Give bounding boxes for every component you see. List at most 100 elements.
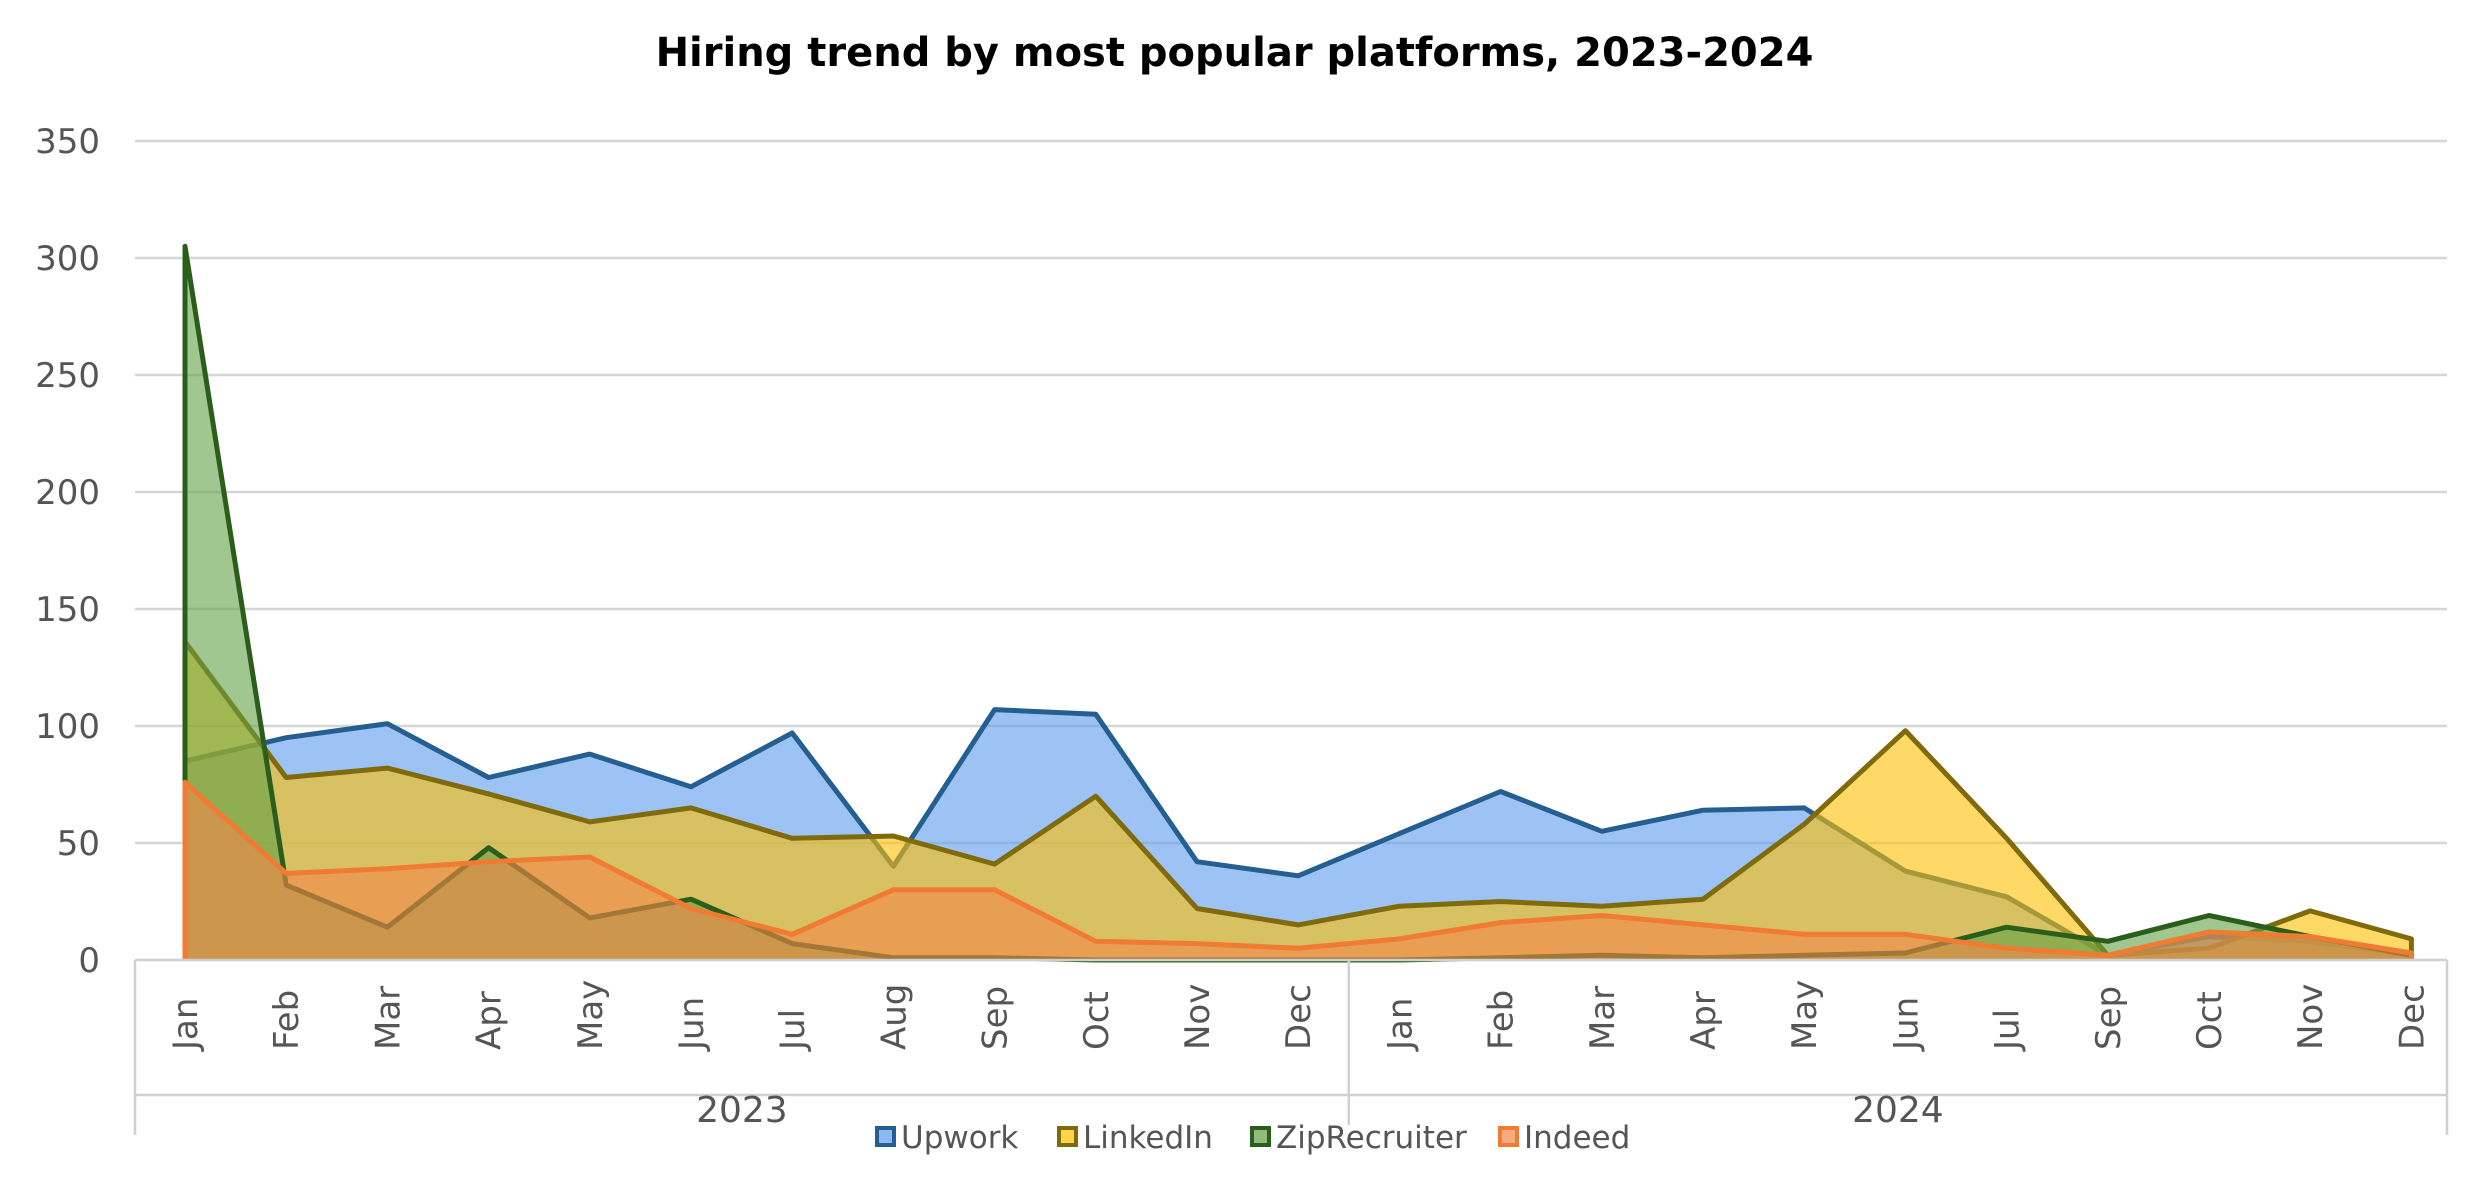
group-label: 2024: [1852, 1090, 1944, 1131]
legend-swatch: [1250, 1126, 1271, 1147]
x-tick-label: Sep: [2089, 986, 2129, 1050]
data-point: [790, 932, 794, 936]
x-tick-label: Aug: [874, 984, 914, 1050]
data-point: [385, 722, 389, 726]
data-point: [1802, 822, 1806, 826]
legend: Upwork LinkedIn ZipRecruiter Indeed: [875, 1120, 1630, 1156]
data-point: [2106, 953, 2110, 957]
y-tick-label: 350: [35, 122, 100, 162]
data-point: [689, 806, 693, 810]
data-point: [487, 776, 491, 779]
x-tick-label: Jul: [1988, 1009, 2028, 1052]
x-tick-label: Nov: [1178, 984, 1218, 1050]
data-point: [588, 752, 592, 756]
data-point: [1903, 932, 1907, 936]
data-point: [1296, 874, 1300, 878]
data-point: [790, 731, 794, 735]
x-tick-label: Jan: [1380, 998, 1420, 1052]
x-tick-label: Feb: [1482, 990, 1522, 1050]
data-point: [1195, 907, 1199, 910]
data-point: [2409, 951, 2413, 955]
data-point: [1094, 794, 1098, 798]
x-tick-label: Jun: [672, 997, 712, 1052]
data-point: [2207, 930, 2211, 934]
data-point: [891, 834, 895, 838]
data-point: [1195, 860, 1199, 864]
data-point: [2409, 937, 2413, 941]
legend-label: ZipRecruiter: [1276, 1120, 1467, 1156]
data-point: [1296, 946, 1300, 950]
data-point: [1701, 923, 1705, 927]
chart-title: Hiring trend by most popular platforms, …: [655, 30, 1814, 76]
data-point: [284, 871, 288, 875]
data-point: [1903, 729, 1907, 733]
data-point: [1802, 806, 1806, 810]
y-tick-label: 300: [35, 239, 100, 279]
x-tick-label: May: [571, 980, 611, 1050]
data-point: [993, 862, 997, 866]
gridlines: [135, 139, 2447, 845]
data-point: [588, 820, 592, 824]
data-point: [790, 836, 794, 840]
series-areas: [182, 243, 2414, 963]
data-point: [1094, 712, 1098, 716]
legend-item-ziprecruiter[interactable]: ZipRecruiter: [1250, 1120, 1467, 1156]
y-axis-ticks: 0 50 100 150 200 250 300 350: [35, 122, 100, 981]
data-point: [385, 766, 389, 770]
data-point: [487, 860, 491, 864]
data-point: [1094, 939, 1098, 943]
x-tick-label: Jul: [773, 1009, 813, 1052]
data-point: [689, 785, 693, 789]
legend-item-upwork[interactable]: Upwork: [875, 1120, 1018, 1156]
data-point: [993, 708, 997, 712]
y-tick-label: 0: [78, 941, 100, 981]
data-point: [1195, 942, 1199, 946]
data-point: [284, 776, 288, 779]
y-tick-label: 50: [57, 824, 100, 864]
data-point: [2005, 925, 2009, 929]
legend-swatch: [875, 1126, 896, 1147]
data-point: [1296, 923, 1300, 927]
legend-item-indeed[interactable]: Indeed: [1498, 1120, 1630, 1156]
data-point: [1499, 921, 1503, 925]
data-point: [1499, 790, 1503, 793]
data-point: [487, 792, 491, 796]
data-point: [993, 888, 997, 892]
x-tick-label: Oct: [2190, 991, 2230, 1050]
data-point: [2207, 914, 2211, 917]
x-tick-label: Jun: [1886, 997, 1926, 1052]
group-label: 2023: [696, 1090, 788, 1131]
data-point: [1397, 832, 1401, 836]
legend-label: LinkedIn: [1083, 1120, 1213, 1156]
legend-item-linkedin[interactable]: LinkedIn: [1057, 1120, 1213, 1156]
data-point: [2005, 946, 2009, 950]
data-point: [2106, 939, 2110, 943]
x-tick-label: Jan: [166, 998, 206, 1052]
x-tick-label: Feb: [267, 990, 307, 1050]
data-point: [183, 244, 187, 248]
x-tick-label: Mar: [1583, 986, 1623, 1050]
y-tick-label: 250: [35, 356, 100, 396]
x-tick-label: Sep: [976, 986, 1016, 1050]
x-tick-label: Dec: [1279, 984, 1319, 1050]
legend-swatch: [1057, 1126, 1078, 1147]
data-point: [689, 897, 693, 901]
data-point: [1802, 932, 1806, 936]
data-point: [1397, 904, 1401, 908]
y-tick-label: 200: [35, 473, 100, 513]
data-point: [1600, 829, 1604, 833]
data-point: [891, 888, 895, 892]
y-tick-label: 150: [35, 590, 100, 630]
area-fill: [185, 641, 2412, 960]
data-point: [1701, 808, 1705, 812]
area-fill: [185, 782, 2412, 960]
x-tick-label: Dec: [2392, 984, 2432, 1050]
data-point: [1600, 904, 1604, 908]
data-point: [183, 780, 187, 784]
data-point: [588, 855, 592, 859]
x-tick-label: Apr: [470, 991, 510, 1050]
data-point: [1701, 897, 1705, 901]
data-point: [1397, 937, 1401, 941]
x-axis: [133, 958, 2449, 1135]
